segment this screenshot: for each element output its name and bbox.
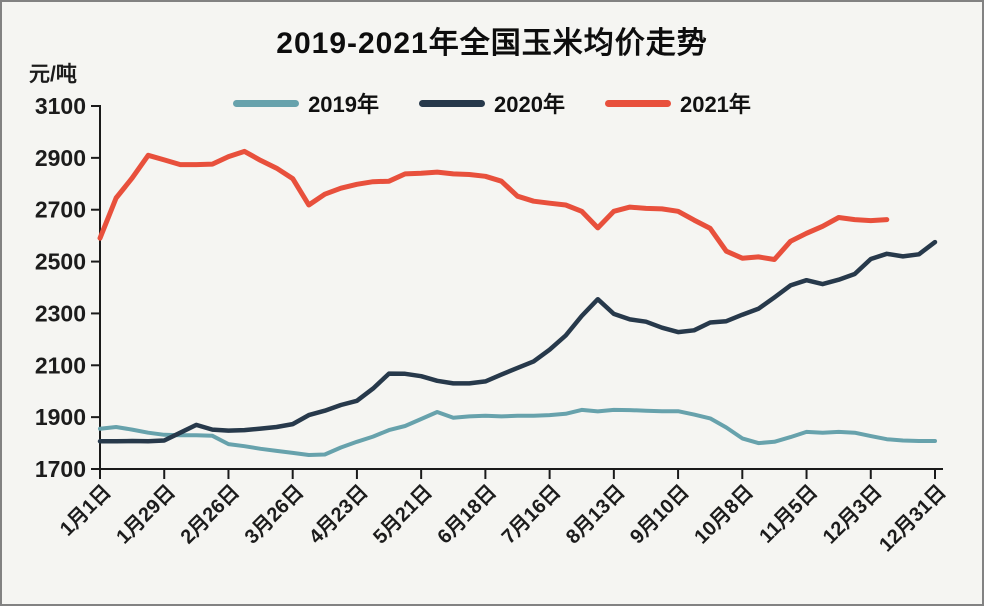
x-tick-label: 8月13日 [562,481,629,548]
y-tick-label: 3100 [35,93,86,119]
y-tick-label: 2500 [35,249,86,275]
x-tick-label: 7月16日 [498,481,565,548]
x-tick-label: 12月31日 [875,481,950,556]
y-tick-label: 1700 [35,456,86,482]
series-line-2021年 [97,148,890,262]
y-tick-label: 1900 [35,404,86,430]
x-tick-label: 4月23日 [305,481,372,548]
chart-title: 2019-2021年全国玉米均价走势 [276,27,708,60]
x-tick-label: 11月5日 [755,481,822,548]
x-tick-label: 12月3日 [819,481,886,548]
x-tick-label: 3月26日 [241,481,308,548]
y-tick-label: 2900 [35,145,86,171]
y-axis-unit-label: 元/吨 [29,63,77,86]
y-tick-label: 2100 [35,352,86,378]
x-tick-label: 1月1日 [56,481,116,541]
legend-label-2021: 2021年 [679,92,751,117]
legend-item-2019: 2019年 [233,87,379,119]
legend-item-2020: 2020年 [419,87,565,119]
legend-swatch-2019-icon [233,99,300,107]
x-tick-label: 10月8日 [690,481,757,548]
x-tick-label: 5月21日 [369,481,436,548]
legend-swatch-2020-icon [419,99,486,107]
legend-label-2019: 2019年 [308,92,380,117]
x-tick-label: 6月18日 [433,481,500,548]
y-tick-label: 2700 [35,197,86,223]
x-tick-label: 2月26日 [177,481,244,548]
legend-label-2020: 2020年 [494,92,565,117]
chart-legend: 2019年 2020年 2021年 [2,87,982,119]
legend-item-2021: 2021年 [604,87,751,119]
legend-swatch-2021-icon [604,99,671,107]
x-tick-label: 1月29日 [112,481,179,548]
y-tick-label: 2300 [35,300,86,326]
series-line-2020年 [97,239,938,444]
x-tick-label: 9月10日 [626,481,693,548]
series-line-2019年 [98,407,937,457]
